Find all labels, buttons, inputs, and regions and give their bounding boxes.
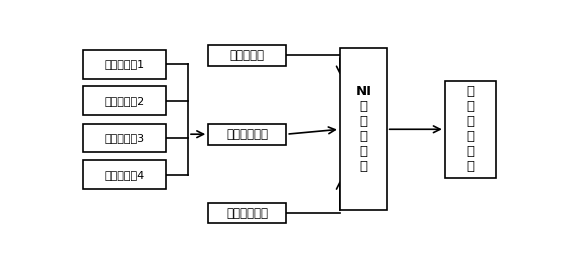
Bar [208,124,286,145]
Text: 分压器低压端: 分压器低压端 [226,207,268,220]
Bar [445,81,496,178]
Bar [340,48,386,210]
Bar [83,87,166,115]
Bar [208,203,286,223]
Bar [208,45,286,66]
Text: NI
数
据
采
集
卡: NI 数 据 采 集 卡 [355,85,372,173]
Text: 重量传感器1: 重量传感器1 [104,59,145,69]
Bar [83,50,166,79]
Bar [83,160,166,189]
Text: 重量传感器3: 重量传感器3 [104,133,145,143]
Text: 信
号
采
集
系
统: 信 号 采 集 系 统 [467,85,475,173]
Text: 重量传感器2: 重量传感器2 [104,96,145,106]
Text: 重量传感器4: 重量传感器4 [104,170,145,180]
Text: 四合一变送器: 四合一变送器 [226,128,268,141]
Bar [83,124,166,152]
Text: 采集电阻盒: 采集电阻盒 [230,49,265,62]
